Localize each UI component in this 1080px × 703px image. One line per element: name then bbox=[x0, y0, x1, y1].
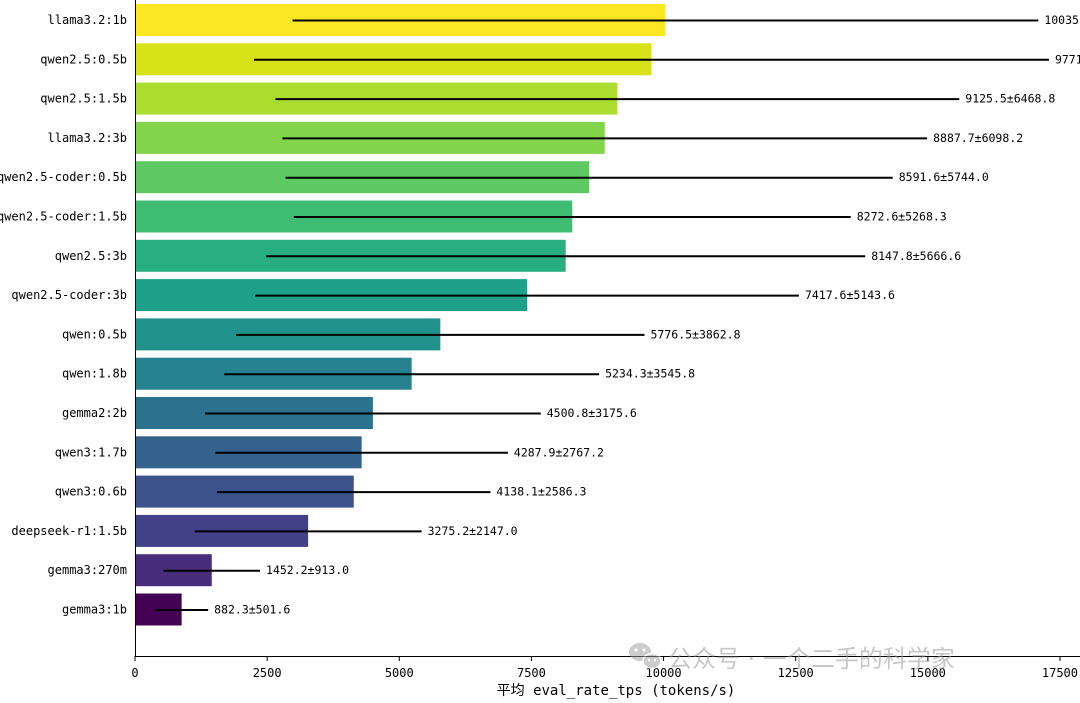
category-label-deepseek-r1:1.5b: deepseek-r1:1.5b bbox=[11, 524, 127, 538]
watermark-text: 公众号 · 一个二手的科学家 bbox=[668, 645, 955, 673]
error-bars-layer bbox=[155, 19, 1049, 611]
x-tick-label-7500: 7500 bbox=[517, 666, 546, 680]
x-ticks-layer: 0 2500 5000 7500 10000 12500 15000 17500 bbox=[131, 656, 1078, 680]
x-tick-label-2500: 2500 bbox=[253, 666, 282, 680]
category-label-qwen2.5:3b: qwen2.5:3b bbox=[55, 249, 127, 263]
value-label-qwen:1.8b: 5234.3±3545.8 bbox=[605, 367, 695, 381]
value-label-qwen2.5-coder:0.5b: 8591.6±5744.0 bbox=[899, 170, 989, 184]
category-label-gemma2:2b: gemma2:2b bbox=[62, 406, 127, 420]
x-tick-label-0: 0 bbox=[131, 666, 138, 680]
value-label-qwen2.5:1.5b: 9125.5±6468.8 bbox=[965, 92, 1055, 106]
category-label-qwen:1.8b: qwen:1.8b bbox=[62, 367, 127, 381]
category-label-gemma3:270m: gemma3:270m bbox=[48, 563, 127, 577]
category-label-llama3.2:3b: llama3.2:3b bbox=[48, 131, 127, 145]
value-label-deepseek-r1:1.5b: 3275.2±2147.0 bbox=[428, 524, 518, 538]
value-label-qwen3:1.7b: 4287.9±2767.2 bbox=[514, 445, 604, 459]
axes-layer bbox=[135, 0, 1080, 657]
x-axis-label: 平均 eval_rate_tps (tokens/s) bbox=[497, 683, 736, 699]
category-label-qwen3:0.6b: qwen3:0.6b bbox=[55, 485, 127, 499]
value-label-qwen:0.5b: 5776.5±3862.8 bbox=[651, 327, 741, 341]
x-tick-label-15000: 15000 bbox=[910, 666, 946, 680]
wechat-icon bbox=[629, 643, 662, 670]
category-label-llama3.2:1b: llama3.2:1b bbox=[48, 13, 127, 27]
category-label-qwen2.5-coder:3b: qwen2.5-coder:3b bbox=[11, 288, 127, 302]
x-tick-label-12500: 12500 bbox=[778, 666, 814, 680]
value-label-llama3.2:1b: 10035. bbox=[1044, 13, 1080, 27]
watermark: 公众号 · 一个二手的科学家 bbox=[629, 643, 955, 673]
category-label-qwen3:1.7b: qwen3:1.7b bbox=[55, 445, 127, 459]
value-labels-layer: 10035. 9771 9125.5±6468.8 8887.7±6098.2 8591… bbox=[214, 13, 1080, 617]
category-label-gemma3:1b: gemma3:1b bbox=[62, 603, 127, 617]
category-label-qwen2.5:0.5b: qwen2.5:0.5b bbox=[40, 52, 127, 66]
value-label-gemma3:270m: 1452.2±913.0 bbox=[266, 563, 349, 577]
x-tick-label-17500: 17500 bbox=[1042, 666, 1078, 680]
value-label-qwen2.5-coder:1.5b: 8272.6±5268.3 bbox=[857, 210, 947, 224]
value-label-qwen3:0.6b: 4138.1±2586.3 bbox=[496, 485, 586, 499]
value-label-qwen2.5:3b: 8147.8±5666.6 bbox=[871, 249, 961, 263]
category-label-qwen2.5:1.5b: qwen2.5:1.5b bbox=[40, 92, 127, 106]
category-label-qwen2.5-coder:1.5b: qwen2.5-coder:1.5b bbox=[0, 210, 127, 224]
category-label-qwen:0.5b: qwen:0.5b bbox=[62, 327, 127, 341]
value-label-qwen2.5:0.5b: 9771 bbox=[1055, 52, 1080, 66]
value-label-qwen2.5-coder:3b: 7417.6±5143.6 bbox=[805, 288, 895, 302]
value-label-llama3.2:3b: 8887.7±6098.2 bbox=[933, 131, 1023, 145]
value-label-gemma3:1b: 882.3±501.6 bbox=[214, 603, 290, 617]
value-label-gemma2:2b: 4500.8±3175.6 bbox=[547, 406, 637, 420]
category-label-qwen2.5-coder:0.5b: qwen2.5-coder:0.5b bbox=[0, 170, 127, 184]
category-labels-layer: llama3.2:1b qwen2.5:0.5b qwen2.5:1.5b llama… bbox=[0, 13, 127, 617]
x-tick-label-5000: 5000 bbox=[385, 666, 414, 680]
x-tick-label-10000: 10000 bbox=[646, 666, 682, 680]
